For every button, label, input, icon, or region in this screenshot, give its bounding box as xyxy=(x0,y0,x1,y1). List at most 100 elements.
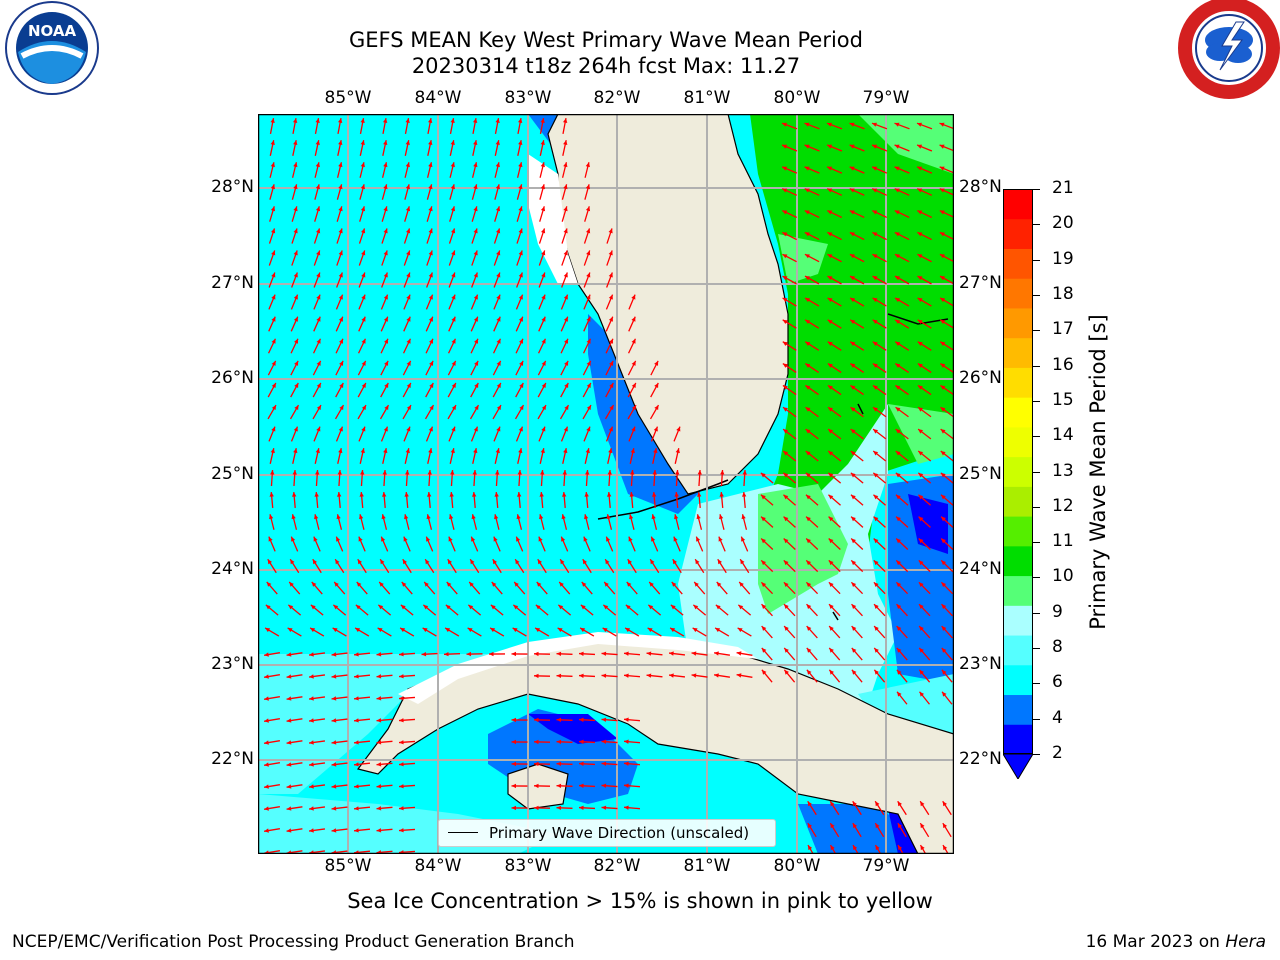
wave-direction-arrowhead xyxy=(696,514,701,520)
wave-direction-arrowhead xyxy=(271,360,276,366)
wave-direction-arrowhead xyxy=(691,651,697,656)
wave-direction-arrowhead xyxy=(518,250,523,256)
wave-direction-arrowhead xyxy=(579,673,584,678)
wave-direction-arrowhead xyxy=(424,581,429,587)
colorbar-tick-label: 21 xyxy=(1052,178,1074,198)
wave-direction-arrowhead xyxy=(806,560,812,566)
wave-direction-arrowhead xyxy=(917,122,922,127)
wave-direction-arrowhead xyxy=(874,669,879,675)
wave-direction-arrowhead xyxy=(895,472,901,478)
wave-direction-arrowhead xyxy=(354,806,359,811)
footer-date-text: 16 Mar 2023 on xyxy=(1085,932,1226,952)
wave-direction-arrowhead xyxy=(429,360,434,366)
colorbar-segment xyxy=(1003,664,1033,696)
wave-direction-arrowhead xyxy=(586,250,591,256)
colorbar-segment xyxy=(1003,545,1033,577)
wave-direction-arrowhead xyxy=(382,492,387,497)
wave-direction-arrowhead xyxy=(608,316,613,322)
wave-direction-arrowhead xyxy=(782,166,788,171)
wave-direction-arrowhead xyxy=(675,448,680,454)
wave-direction-arrowhead xyxy=(450,470,455,475)
wave-direction-arrowhead xyxy=(783,451,789,456)
wave-direction-arrowhead xyxy=(338,426,343,432)
wave-direction-arrowhead xyxy=(474,338,478,344)
wave-direction-arrowhead xyxy=(653,426,658,432)
wave-direction-arrowhead xyxy=(585,470,590,475)
wave-direction-arrowhead xyxy=(606,536,611,542)
wave-direction-arrowhead xyxy=(649,581,654,587)
wave-direction-arrowhead xyxy=(852,823,858,829)
wave-direction-arrowhead xyxy=(511,717,517,723)
wave-direction-arrowhead xyxy=(563,426,568,432)
wave-direction-arrowhead xyxy=(540,206,546,212)
map-gridlines xyxy=(258,114,954,854)
wave-direction-arrowhead xyxy=(851,582,857,588)
wave-direction-arrowhead xyxy=(496,250,501,256)
wave-direction-arrowhead xyxy=(654,360,659,366)
wave-direction-arrowhead xyxy=(316,338,321,344)
wave-direction-arrowhead xyxy=(493,536,498,542)
wave-direction-arrowhead xyxy=(586,294,591,300)
colorbar-segment xyxy=(1003,189,1033,220)
wave-direction-arrowhead xyxy=(518,228,523,234)
lon-label-top: 83°W xyxy=(504,88,552,108)
wave-direction-arrowhead xyxy=(315,162,320,168)
wave-direction-arrowhead xyxy=(897,801,902,807)
wave-direction-arrowhead xyxy=(670,604,676,610)
wave-direction-arrowhead xyxy=(449,514,454,520)
wave-direction-arrowhead xyxy=(540,184,546,190)
wave-direction-arrowhead xyxy=(895,341,901,346)
wave-direction-arrowhead xyxy=(288,604,294,610)
wave-direction-arrowhead xyxy=(561,514,566,520)
wave-direction-arrowhead xyxy=(582,559,587,565)
wave-direction-arrowhead xyxy=(292,492,297,497)
wave-direction-arrowhead xyxy=(849,232,855,237)
wave-direction-arrowhead xyxy=(850,451,856,456)
wave-direction-arrowhead xyxy=(648,604,654,610)
wave-direction-arrowhead xyxy=(334,581,339,587)
wave-direction-arrowhead xyxy=(805,276,810,281)
wave-direction-arrowhead xyxy=(426,514,431,520)
wave-direction-arrowhead xyxy=(894,232,900,237)
wave-direction-arrowhead xyxy=(449,492,454,497)
wave-direction-arrowhead xyxy=(828,407,833,412)
wave-direction-arrowhead xyxy=(264,828,269,833)
wave-direction-arrowhead xyxy=(293,140,298,146)
wave-direction-arrowhead xyxy=(782,144,788,149)
wave-direction-arrowhead xyxy=(919,691,925,697)
wave-direction-arrowhead xyxy=(805,407,811,412)
wave-direction-arrowhead xyxy=(401,581,407,587)
wave-direction-arrowhead xyxy=(585,184,591,190)
wave-direction-arrowhead xyxy=(290,559,295,565)
wave-direction-arrowhead xyxy=(496,382,501,388)
wave-direction-arrowhead xyxy=(806,582,812,588)
wave-direction-arrowhead xyxy=(471,514,476,520)
wave-direction-arrowhead xyxy=(264,674,269,679)
wave-direction-arrowhead xyxy=(490,604,496,610)
wave-direction-arrowhead xyxy=(586,228,591,234)
wave-direction-arrowhead xyxy=(423,604,429,610)
wave-direction-arrowhead xyxy=(518,162,523,168)
wave-direction-arrowhead xyxy=(339,338,343,344)
wave-direction-arrowhead xyxy=(421,652,427,657)
wave-direction-arrowhead xyxy=(271,294,276,300)
wave-direction-arrowhead xyxy=(519,360,524,366)
wave-direction-arrowhead xyxy=(556,739,562,745)
wave-direction-arrowhead xyxy=(316,228,321,234)
wave-direction-arrowhead xyxy=(629,514,634,520)
wave-direction-arrowhead xyxy=(631,382,636,388)
wave-direction-arrowhead xyxy=(406,382,411,388)
wave-direction-arrowhead xyxy=(580,604,586,610)
wave-direction-arrowhead xyxy=(360,448,365,454)
wave-direction-arrowhead xyxy=(380,559,385,565)
wave-direction-arrowhead xyxy=(920,801,925,807)
wave-direction-arrowhead xyxy=(625,604,631,610)
wave-direction-arrowhead xyxy=(563,448,568,454)
wave-direction-arrowhead xyxy=(872,341,878,346)
wave-direction-arrowhead xyxy=(381,536,386,542)
wave-direction-arrowhead xyxy=(920,823,925,829)
wave-direction-arrowhead xyxy=(783,429,789,434)
wave-direction-arrowhead xyxy=(805,429,811,434)
wave-direction-arrowhead xyxy=(426,536,431,542)
wave-direction-arrowhead xyxy=(511,739,517,745)
